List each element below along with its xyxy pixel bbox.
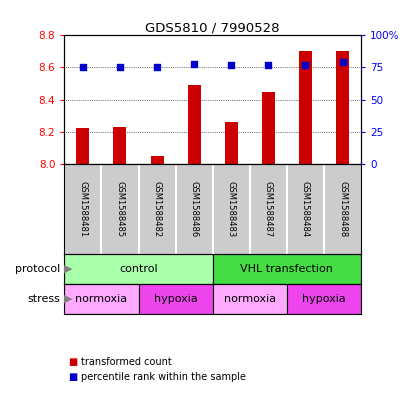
Bar	[213, 254, 361, 284]
Bar	[262, 92, 275, 164]
Text: hypoxia: hypoxia	[302, 294, 346, 304]
Text: transformed count: transformed count	[81, 356, 172, 367]
Point	[302, 62, 309, 68]
Point	[117, 64, 123, 71]
Text: GSM1588488: GSM1588488	[338, 180, 347, 237]
Text: GSM1588485: GSM1588485	[115, 181, 124, 237]
Text: GSM1588484: GSM1588484	[301, 181, 310, 237]
Bar	[64, 254, 213, 284]
Title: GDS5810 / 7990528: GDS5810 / 7990528	[145, 21, 280, 34]
Bar	[76, 129, 89, 164]
Text: ▶: ▶	[63, 264, 72, 274]
Text: ▶: ▶	[63, 294, 72, 304]
Text: hypoxia: hypoxia	[154, 294, 198, 304]
Point	[154, 64, 160, 71]
Text: percentile rank within the sample: percentile rank within the sample	[81, 372, 246, 382]
Point	[80, 64, 86, 71]
Bar	[151, 156, 164, 164]
Point	[339, 59, 346, 66]
Text: GSM1588482: GSM1588482	[153, 181, 161, 237]
Bar	[299, 51, 312, 164]
Text: protocol: protocol	[15, 264, 60, 274]
Point	[265, 62, 272, 68]
Bar	[287, 284, 361, 314]
Text: control: control	[119, 264, 158, 274]
Point	[191, 61, 198, 67]
Text: ■: ■	[68, 356, 78, 367]
Text: GSM1588481: GSM1588481	[78, 181, 88, 237]
Text: GSM1588487: GSM1588487	[264, 180, 273, 237]
Bar	[113, 127, 127, 164]
Point	[228, 62, 234, 68]
Bar	[139, 284, 213, 314]
Bar	[188, 85, 200, 164]
Text: normoxia: normoxia	[76, 294, 127, 304]
Bar	[64, 284, 139, 314]
Text: VHL transfection: VHL transfection	[240, 264, 333, 274]
Text: ■: ■	[68, 372, 78, 382]
Bar	[213, 284, 287, 314]
Bar	[336, 51, 349, 164]
Text: GSM1588486: GSM1588486	[190, 180, 199, 237]
Text: stress: stress	[27, 294, 60, 304]
Text: normoxia: normoxia	[224, 294, 276, 304]
Bar	[225, 122, 238, 164]
Text: GSM1588483: GSM1588483	[227, 180, 236, 237]
